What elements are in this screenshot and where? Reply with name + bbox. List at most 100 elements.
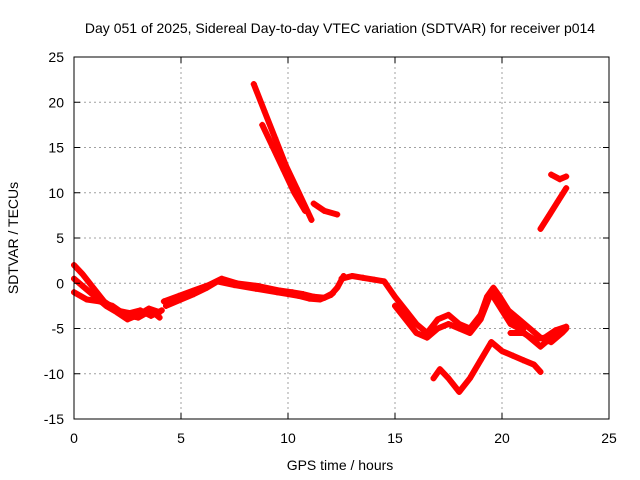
data-point (477, 316, 484, 323)
data-point (289, 289, 296, 296)
x-tick-label: 20 (494, 430, 510, 446)
data-point (392, 293, 398, 300)
data-point (424, 334, 431, 341)
data-point (445, 375, 452, 382)
data-point (488, 339, 495, 346)
x-axis-label: GPS time / hours (287, 457, 394, 473)
data-point (280, 167, 287, 174)
data-point (548, 171, 555, 178)
data-point (190, 287, 197, 294)
data-point (270, 144, 276, 151)
data-point (276, 287, 283, 294)
data-point (321, 294, 328, 301)
y-tick-label: 0 (56, 275, 64, 291)
data-point (445, 311, 452, 318)
data-point (310, 293, 317, 300)
y-tick-label: 15 (48, 140, 64, 156)
axis-ticks: 0 5 10 15 20 25 -15 -10 -5 0 5 10 15 20 25 (44, 49, 617, 446)
data-point (466, 330, 473, 336)
data-point (445, 321, 452, 327)
data-point (541, 334, 548, 341)
data-point (563, 323, 570, 330)
data-point (255, 283, 261, 289)
data-point (205, 282, 212, 289)
data-point (456, 388, 463, 395)
data-point (79, 271, 86, 278)
data-point (537, 225, 544, 232)
data-point (321, 207, 328, 214)
x-tick-label: 15 (387, 430, 403, 446)
x-tick-label: 0 (70, 430, 78, 446)
data-point (434, 325, 441, 332)
data-point (507, 321, 514, 327)
data-point (507, 330, 514, 336)
data-point (310, 200, 317, 207)
data-point (434, 316, 441, 323)
data-point (329, 290, 336, 297)
data-point (546, 212, 553, 219)
data-point (156, 314, 163, 321)
data-point (490, 293, 497, 300)
data-point (90, 284, 97, 291)
data-point (526, 325, 533, 332)
data-point (488, 289, 495, 296)
data-point (430, 375, 437, 382)
data-point (272, 135, 279, 142)
data-point (261, 108, 268, 115)
data-point (109, 302, 116, 309)
data-point (413, 330, 420, 336)
data-point (338, 275, 345, 282)
data-point (83, 296, 90, 303)
data-point (349, 273, 356, 279)
data-point (554, 198, 561, 205)
data-point (233, 280, 240, 287)
data-point (520, 330, 527, 336)
chart-title: Day 051 of 2025, Sidereal Day-to-day VTE… (85, 20, 595, 36)
data-point (370, 276, 377, 283)
series-line-track-6 (250, 81, 315, 223)
data-point (300, 291, 306, 298)
data-point (402, 307, 409, 314)
data-point (413, 321, 420, 327)
y-tick-label: -15 (44, 411, 64, 427)
data-point (531, 336, 538, 343)
series-line-track-8 (310, 200, 341, 218)
data-point (552, 327, 559, 334)
data-point (334, 284, 341, 291)
data-point (135, 314, 142, 321)
data-point (381, 278, 388, 285)
data-point (148, 307, 154, 314)
data-point (499, 307, 505, 314)
data-point (259, 121, 266, 128)
data-point (509, 352, 516, 359)
data-point (175, 292, 182, 299)
data-point (163, 302, 169, 309)
data-point (531, 361, 538, 368)
y-tick-label: 25 (48, 49, 64, 65)
data-point (81, 284, 88, 291)
data-point (556, 176, 563, 183)
y-tick-label: 20 (48, 94, 64, 110)
data-point (96, 298, 103, 305)
data-point (537, 343, 544, 350)
data-point (520, 357, 527, 364)
series-line-track-9 (338, 273, 570, 346)
data-point (250, 81, 257, 88)
y-tick-label: 10 (48, 185, 64, 201)
data-point (308, 216, 315, 223)
data-point (563, 173, 570, 180)
data-point (477, 357, 484, 364)
data-point (359, 274, 366, 281)
series-layer (71, 81, 570, 395)
y-axis-label: SDTVAR / TECUs (5, 182, 21, 294)
data-point (466, 375, 473, 382)
x-tick-label: 10 (280, 430, 296, 446)
data-point (537, 368, 544, 375)
data-point (436, 366, 443, 373)
data-point (160, 298, 167, 305)
data-point (392, 302, 398, 309)
data-point (302, 207, 309, 214)
series-line-track-14 (537, 185, 570, 232)
data-point (218, 275, 225, 282)
